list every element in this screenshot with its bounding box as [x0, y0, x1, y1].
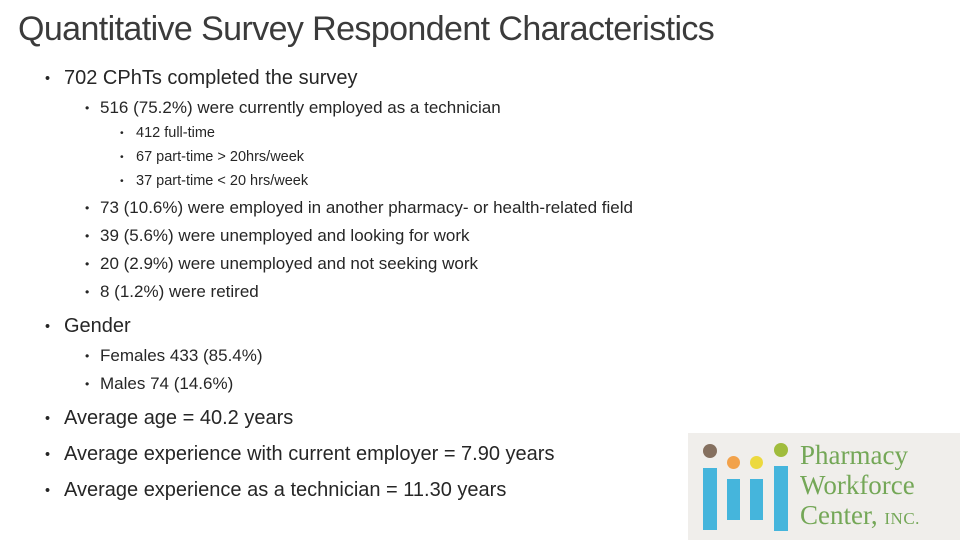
bullet-item: • 8 (1.2%) were retired: [0, 281, 960, 304]
bullet-item: • 37 part-time < 20 hrs/week: [0, 172, 960, 192]
logo-center-text: Center,: [800, 500, 878, 530]
bullet-text: Females 433 (85.4%): [100, 346, 263, 365]
logo-bars-icon: [688, 433, 796, 540]
bullet-marker: •: [85, 229, 90, 244]
logo-line-center: Center, INC.: [800, 500, 920, 534]
slide-title: Quantitative Survey Respondent Character…: [18, 10, 715, 48]
bullet-text: 412 full-time: [136, 125, 215, 141]
bullet-text: 8 (1.2%) were retired: [100, 282, 259, 301]
logo-bar-icon: [750, 479, 763, 520]
logo-bar-icon: [703, 468, 717, 530]
bullet-marker: •: [85, 285, 90, 300]
bullet-item: • 412 full-time: [0, 124, 960, 144]
bullet-text: 73 (10.6%) were employed in another phar…: [100, 198, 633, 217]
bullet-item: • Males 74 (14.6%): [0, 373, 960, 396]
bullet-item: • 67 part-time > 20hrs/week: [0, 148, 960, 168]
logo-bar-column: [727, 456, 740, 520]
bullet-text: 702 CPhTs completed the survey: [64, 67, 358, 89]
logo-line-pharmacy: Pharmacy: [800, 440, 908, 470]
logo-dot-icon: [774, 443, 788, 457]
bullet-item: • 516 (75.2%) were currently employed as …: [0, 97, 960, 120]
bullet-text: Gender: [64, 315, 131, 337]
bullet-list: • 702 CPhTs completed the survey • 516 (75.…: [0, 66, 960, 504]
bullet-item: • 73 (10.6%) were employed in another pha…: [0, 197, 960, 220]
bullet-text: 37 part-time < 20 hrs/week: [136, 173, 309, 189]
bullet-marker: •: [85, 201, 90, 216]
bullet-text: 20 (2.9%) were unemployed and not seekin…: [100, 254, 478, 273]
logo-line-workforce: Workforce: [800, 470, 915, 500]
bullet-text: Average experience as a technician = 11.…: [64, 479, 507, 501]
bullet-item: • 39 (5.6%) were unemployed and looking f…: [0, 225, 960, 248]
logo-text: Pharmacy Workforce Center, INC.: [800, 440, 920, 534]
logo-dot-icon: [703, 444, 717, 458]
logo-bar-column: [703, 444, 717, 530]
logo-bar-column: [774, 443, 788, 531]
bullet-marker: •: [45, 446, 51, 463]
logo-dot-icon: [727, 456, 740, 469]
bullet-marker: •: [45, 482, 51, 499]
logo-bar-column: [750, 456, 763, 520]
logo-bar-icon: [774, 466, 788, 531]
bullet-text: Average experience with current employer…: [64, 443, 555, 465]
bullet-marker: •: [120, 128, 124, 140]
bullet-item: • Average age = 40.2 years: [0, 406, 960, 432]
bullet-item: • 702 CPhTs completed the survey: [0, 66, 960, 92]
bullet-item: • Females 433 (85.4%): [0, 345, 960, 368]
bullet-marker: •: [120, 176, 124, 188]
bullet-marker: •: [85, 377, 90, 392]
bullet-text: Average age = 40.2 years: [64, 407, 294, 429]
bullet-marker: •: [45, 70, 51, 87]
bullet-text: 67 part-time > 20hrs/week: [136, 149, 305, 165]
bullet-item: • Average experience as a technician = 11…: [0, 478, 960, 504]
bullet-marker: •: [85, 257, 90, 272]
bullet-text: 39 (5.6%) were unemployed and looking fo…: [100, 226, 470, 245]
logo: Pharmacy Workforce Center, INC.: [688, 433, 960, 540]
bullet-text: Males 74 (14.6%): [100, 374, 234, 393]
bullet-item: • Gender: [0, 314, 960, 340]
bullet-marker: •: [120, 152, 124, 164]
bullet-item: • 20 (2.9%) were unemployed and not seeki…: [0, 253, 960, 276]
bullet-marker: •: [85, 349, 90, 364]
logo-dot-icon: [750, 456, 763, 469]
bullet-text: 516 (75.2%) were currently employed as a…: [100, 98, 501, 117]
logo-inc-text: INC.: [884, 509, 920, 528]
bullet-marker: •: [85, 101, 90, 116]
bullet-marker: •: [45, 410, 51, 427]
bullet-item: • Average experience with current employe…: [0, 442, 960, 468]
logo-bar-icon: [727, 479, 740, 520]
bullet-marker: •: [45, 318, 51, 335]
